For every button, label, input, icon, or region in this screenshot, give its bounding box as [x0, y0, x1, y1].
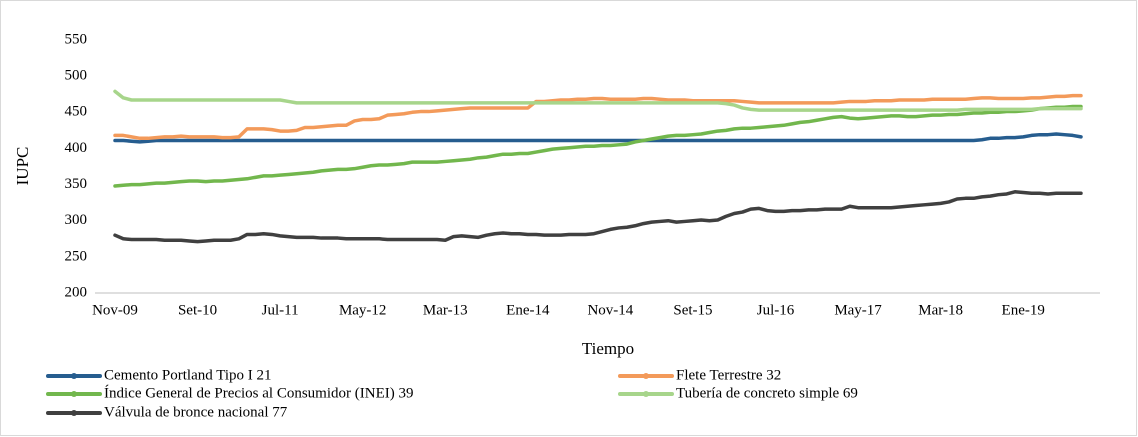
x-tick-label: Mar-18: [918, 302, 963, 318]
legend-label: Válvula de bronce nacional 77: [104, 404, 288, 420]
legend-label: Cemento Portland Tipo I 21: [104, 367, 272, 383]
legend-marker: [71, 410, 77, 416]
y-tick-label: 550: [65, 31, 88, 47]
x-tick-label: Nov-09: [92, 302, 138, 318]
x-tick-label: Set-15: [673, 302, 712, 318]
legend-marker: [643, 391, 649, 397]
x-tick-label: Ene-19: [1002, 302, 1045, 318]
series-line: [113, 132, 1083, 144]
series-line: [113, 104, 1083, 188]
series-line: [113, 190, 1083, 244]
y-tick-label: 250: [65, 248, 88, 264]
x-tick-label: Jul-16: [757, 302, 795, 318]
x-tick-label: May-17: [834, 302, 882, 318]
legend-label: Flete Terrestre 32: [676, 367, 781, 383]
y-axis-title: IUPC: [13, 147, 32, 186]
x-axis-title: Tiempo: [582, 339, 634, 358]
y-tick-label: 450: [65, 104, 88, 120]
x-tick-label: Set-10: [178, 302, 217, 318]
legend-label: Índice General de Precios al Consumidor …: [104, 384, 414, 401]
series-line: [113, 89, 1083, 112]
legend-marker: [643, 373, 649, 379]
y-tick-label: 400: [65, 140, 88, 156]
legend-label: Tubería de concreto simple 69: [676, 385, 858, 401]
y-tick-label: 500: [65, 68, 88, 84]
x-tick-label: Ene-14: [506, 302, 550, 318]
y-tick-label: 350: [65, 176, 88, 192]
y-tick-label: 200: [65, 284, 88, 300]
legend-marker: [71, 373, 77, 379]
series-line: [113, 93, 1083, 141]
y-tick-label: 300: [65, 212, 88, 228]
x-tick-label: Nov-14: [587, 302, 633, 318]
x-tick-label: Jul-11: [262, 302, 299, 318]
x-tick-label: Mar-13: [423, 302, 468, 318]
x-tick-label: May-12: [339, 302, 387, 318]
legend-marker: [71, 391, 77, 397]
